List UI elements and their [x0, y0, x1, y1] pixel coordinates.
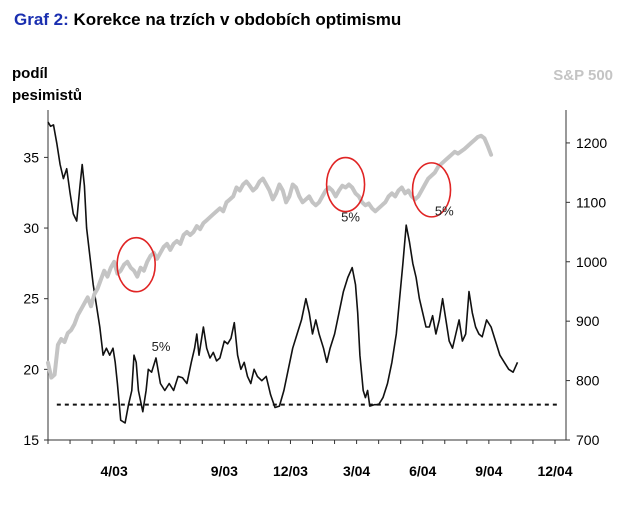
left-axis-tick-label: 20 — [23, 361, 39, 377]
annotation-layer: 5% 5% 5% — [116, 156, 454, 354]
left-axis-tick-label: 30 — [23, 220, 39, 236]
chart-title-text: Korekce na trzích v obdobích optimismu — [73, 10, 402, 29]
left-axis-tick-label: 25 — [23, 291, 39, 307]
left-axis-title-line1: podíl — [12, 65, 48, 82]
x-axis-tick-label: 4/03 — [101, 463, 128, 479]
correction-label: 5% — [341, 209, 360, 224]
right-axis-tick-label: 900 — [576, 313, 600, 329]
x-axis-tick-label: 12/03 — [273, 463, 308, 479]
chart-title: Graf 2: Korekce na trzích v obdobích opt… — [14, 10, 401, 30]
x-axis-tick-label: 9/04 — [475, 463, 502, 479]
right-axis-tick-label: 1100 — [576, 194, 606, 210]
pessimists-series-line — [47, 121, 519, 424]
x-axis-tick-label: 12/04 — [537, 463, 572, 479]
series-layer — [46, 121, 519, 424]
left-axis-tick-label: 35 — [23, 149, 39, 165]
right-axis-tick-label: 800 — [576, 373, 600, 389]
right-axis-title: S&P 500 — [553, 67, 613, 84]
chart-title-lead: Graf 2: — [14, 10, 69, 29]
right-axis-tick-label: 1200 — [576, 135, 607, 151]
correction-label: 5% — [435, 203, 454, 218]
highlight-circle — [325, 156, 366, 213]
x-axis-tick-label: 3/04 — [343, 463, 370, 479]
sp500-series-line — [46, 133, 494, 380]
right-axis-tick-label: 1000 — [576, 254, 607, 270]
highlight-circle — [116, 236, 156, 293]
left-axis-tick-label: 15 — [23, 432, 39, 448]
right-axis-tick-label: 700 — [576, 432, 600, 448]
axes: 15 20 25 30 35 700 800 900 1000 1100 1200 4/03 9/03 1… — [23, 110, 607, 479]
highlight-circle — [411, 162, 452, 218]
x-axis-tick-label: 9/03 — [211, 463, 238, 479]
x-axis-tick-label: 6/04 — [409, 463, 436, 479]
left-axis-title-line2: pesimistů — [12, 87, 82, 104]
correction-label: 5% — [152, 339, 171, 354]
